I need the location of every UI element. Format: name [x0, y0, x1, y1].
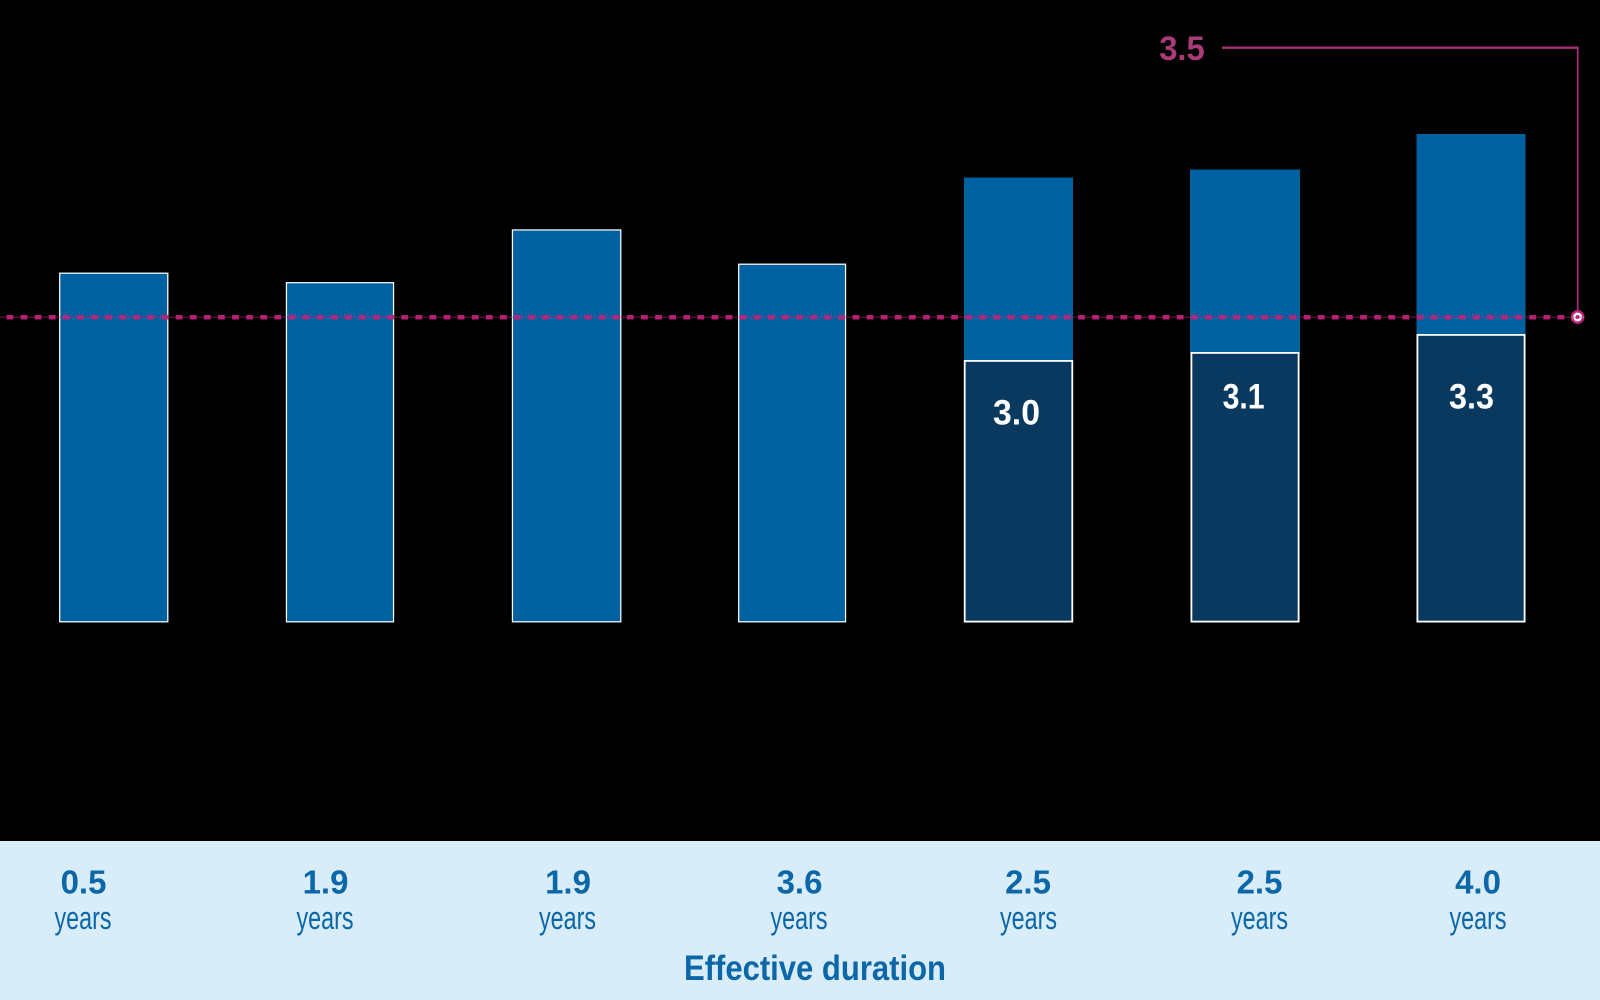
svg-text:years: years: [1450, 900, 1507, 936]
svg-text:2.5: 2.5: [1005, 864, 1051, 901]
svg-text:3.6: 3.6: [777, 864, 823, 901]
svg-text:years: years: [1231, 900, 1288, 936]
svg-text:years: years: [771, 900, 828, 936]
svg-text:3.5: 3.5: [1159, 30, 1205, 68]
svg-text:years: years: [1000, 900, 1057, 936]
svg-text:3.0: 3.0: [993, 394, 1040, 433]
svg-text:3.1: 3.1: [1223, 378, 1265, 417]
svg-text:years: years: [55, 900, 112, 936]
svg-text:1.9: 1.9: [303, 864, 349, 901]
svg-text:2.5: 2.5: [1237, 864, 1283, 901]
svg-text:4.0: 4.0: [1455, 864, 1501, 901]
svg-text:years: years: [539, 900, 596, 936]
svg-text:3.3: 3.3: [1449, 378, 1494, 417]
svg-text:years: years: [297, 900, 354, 936]
svg-text:0.5: 0.5: [61, 864, 107, 901]
svg-text:1.9: 1.9: [545, 864, 591, 901]
svg-text:Effective duration: Effective duration: [684, 949, 946, 988]
